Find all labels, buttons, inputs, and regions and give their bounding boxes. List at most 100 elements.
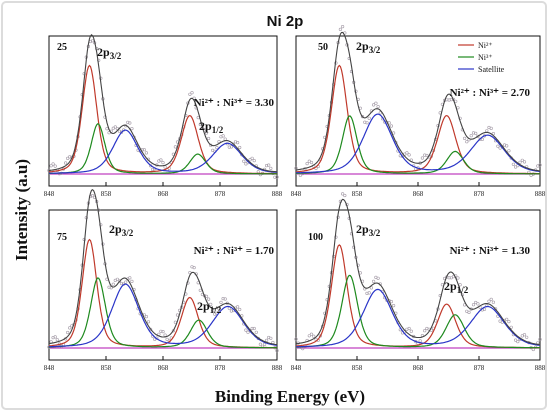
peak-label: 2p3/2 [109, 222, 134, 238]
envelope-line [295, 31, 541, 172]
figure-title: Ni 2p [267, 13, 304, 30]
data-point [221, 134, 225, 138]
data-point [159, 158, 163, 162]
data-point [238, 307, 242, 312]
plot-area [295, 209, 541, 361]
legend-label: Satellite [478, 65, 505, 74]
data-point [227, 145, 231, 149]
data-point [376, 276, 380, 280]
data-point [146, 320, 151, 324]
data-point [173, 145, 177, 149]
data-point [192, 96, 196, 100]
data-point [525, 335, 529, 339]
data-point [219, 300, 223, 305]
data-point [275, 175, 279, 179]
x-tick-label: 888 [272, 364, 283, 372]
data-point [294, 337, 298, 341]
data-point [538, 163, 542, 167]
legend: Ni²⁺ Ni³⁺ Satellite [458, 41, 505, 74]
panel-25: 848 858 868 878 888 25 2p3/2 2p1/2 Ni²⁺ : Ni³⁺ =… [44, 34, 283, 198]
plot-area [48, 35, 278, 187]
data-point [242, 159, 246, 163]
data-point [126, 120, 130, 124]
data-point [513, 165, 518, 169]
peak-label: 2p1/2 [199, 119, 224, 135]
data-point [269, 336, 273, 340]
data-point [389, 124, 394, 128]
data-point [221, 297, 225, 301]
data-point [360, 114, 365, 119]
data-point [99, 223, 103, 227]
data-point [309, 160, 314, 165]
data-point [369, 286, 374, 290]
data-point [513, 338, 518, 342]
data-point [496, 144, 500, 148]
data-point [476, 302, 480, 306]
data-point [236, 141, 240, 145]
envelope-line [48, 189, 278, 346]
x-tick-label: 868 [413, 364, 424, 372]
data-point [474, 131, 478, 135]
data-point [236, 305, 240, 309]
data-point [130, 127, 134, 131]
series-line-ni3 [48, 277, 277, 349]
data-point [209, 302, 213, 307]
peak-label: 2p3/2 [97, 45, 122, 61]
series-line-ni3 [49, 123, 277, 175]
data-point [66, 156, 70, 160]
data-point [124, 280, 128, 284]
data-point [90, 39, 95, 43]
x-tick-label: 878 [474, 364, 485, 372]
sample-label: 50 [318, 42, 328, 53]
data-point [482, 307, 487, 311]
data-point [115, 277, 119, 281]
data-point [511, 162, 516, 166]
sample-label: 75 [57, 232, 67, 243]
data-point [365, 121, 369, 125]
data-point [190, 91, 194, 95]
x-tick-label: 888 [535, 364, 546, 372]
sample-label: 25 [57, 42, 67, 53]
data-point [341, 192, 345, 196]
data-point [265, 164, 269, 168]
data-point [469, 134, 473, 138]
data-point [405, 151, 409, 155]
data-point [516, 340, 520, 344]
x-tick-label: 878 [474, 190, 485, 198]
data-point [463, 136, 467, 140]
data-point [68, 326, 72, 330]
data-point [254, 330, 258, 334]
data-point [522, 160, 527, 164]
data-point [215, 146, 219, 150]
data-point [53, 335, 57, 339]
data-point [407, 326, 411, 331]
x-tick-label: 858 [101, 190, 112, 198]
data-point [423, 153, 427, 157]
data-point [252, 159, 256, 163]
envelope-line [295, 198, 541, 346]
data-point [130, 279, 134, 284]
data-point [265, 338, 269, 343]
series-line-ni3 [295, 115, 540, 175]
data-point [207, 297, 211, 301]
data-point [522, 333, 527, 337]
data-point [188, 92, 192, 96]
x-tick-label: 858 [101, 364, 112, 372]
data-point [338, 27, 343, 32]
data-point [63, 161, 68, 165]
data-point [142, 148, 146, 152]
data-point [246, 330, 250, 334]
data-point [68, 155, 72, 159]
data-point [144, 151, 148, 155]
x-tick-label: 858 [352, 364, 363, 372]
data-point [305, 162, 309, 166]
envelope-line [48, 34, 278, 173]
series-line-satellite [296, 288, 541, 348]
data-point [51, 162, 55, 166]
data-point [489, 297, 493, 302]
data-point [465, 140, 469, 144]
data-point [480, 137, 484, 141]
data-point [309, 332, 314, 336]
data-point [144, 315, 148, 319]
